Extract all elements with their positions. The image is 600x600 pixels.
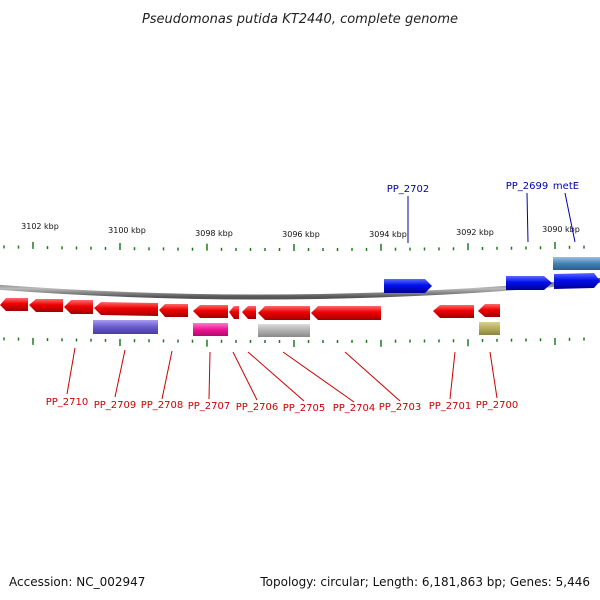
label-PP_2707[interactable]: PP_2707	[188, 401, 231, 412]
label-PP_2704[interactable]: PP_2704	[333, 403, 376, 414]
gene-PP_2704[interactable]	[311, 306, 381, 320]
feature-PP_2700[interactable]	[479, 322, 500, 335]
gene-PP_2705[interactable]	[258, 306, 310, 320]
label-PP_2709[interactable]: PP_2709	[94, 400, 137, 411]
gene-PP_2706[interactable]	[242, 306, 256, 319]
label-PP_2702[interactable]: PP_2702	[387, 184, 430, 195]
feature-PP_2709[interactable]	[93, 320, 158, 334]
kbp-label-3102: 3102 kbp	[21, 222, 59, 231]
kbp-label-3090: 3090 kbp	[542, 225, 580, 234]
gene-PP_2710[interactable]	[0, 298, 28, 311]
label-PP_2710[interactable]: PP_2710	[46, 397, 89, 408]
gene-PP_2708[interactable]	[94, 302, 158, 316]
gene-PP_2710b[interactable]	[29, 299, 63, 312]
feature-track	[93, 320, 500, 337]
kbp-scale: 3102 kbp 3100 kbp 3098 kbp 3096 kbp 3094…	[21, 222, 580, 239]
reverse-label-leaders	[66, 347, 498, 403]
label-PP_2705[interactable]: PP_2705	[283, 403, 326, 414]
kbp-label-3094: 3094 kbp	[369, 230, 407, 239]
gene-PP_2707[interactable]	[193, 305, 228, 318]
label-PP_2708[interactable]: PP_2708	[141, 400, 184, 411]
forward-label-leaders	[407, 192, 576, 243]
forward-gene-labels: PP_2702 PP_2699 metE	[387, 181, 579, 195]
kbp-label-3092: 3092 kbp	[456, 228, 494, 237]
outer-tick-track	[3, 241, 585, 251]
label-PP_2703[interactable]: PP_2703	[379, 402, 422, 413]
label-metE[interactable]: metE	[553, 181, 579, 192]
kbp-label-3098: 3098 kbp	[195, 229, 233, 238]
feature-PP_2707[interactable]	[193, 323, 228, 336]
gene-PP_2700[interactable]	[478, 304, 500, 317]
label-PP_2699[interactable]: PP_2699	[506, 181, 549, 192]
label-PP_2700[interactable]: PP_2700	[476, 400, 519, 411]
reverse-gene-labels: PP_2710 PP_2709 PP_2708 PP_2707 PP_2706 …	[46, 397, 519, 414]
gene-PP_2701[interactable]	[433, 305, 474, 318]
label-PP_2706[interactable]: PP_2706	[236, 402, 279, 413]
kbp-label-3100: 3100 kbp	[108, 226, 146, 235]
kbp-label-3096: 3096 kbp	[282, 230, 320, 239]
accession-text: Accession: NC_002947	[9, 575, 145, 589]
gene-PP_2699[interactable]	[506, 276, 552, 290]
gene-PP_2708b[interactable]	[159, 304, 188, 317]
gene-PP_2702[interactable]	[384, 279, 432, 293]
label-PP_2701[interactable]: PP_2701	[429, 401, 472, 412]
reverse-strand-genes	[0, 298, 500, 320]
genome-title: Pseudomonas putida KT2440, complete geno…	[142, 12, 458, 27]
feature-PP_2705[interactable]	[258, 324, 310, 337]
genome-summary-text: Topology: circular; Length: 6,181,863 bp…	[259, 575, 590, 589]
gene-PP_2707b[interactable]	[229, 306, 239, 319]
forward-strand-genes	[384, 257, 600, 293]
feature-metE-annotation[interactable]	[553, 257, 600, 270]
gene-PP_2709[interactable]	[64, 300, 93, 314]
gene-metE[interactable]	[554, 273, 600, 289]
inner-tick-track	[3, 337, 585, 347]
